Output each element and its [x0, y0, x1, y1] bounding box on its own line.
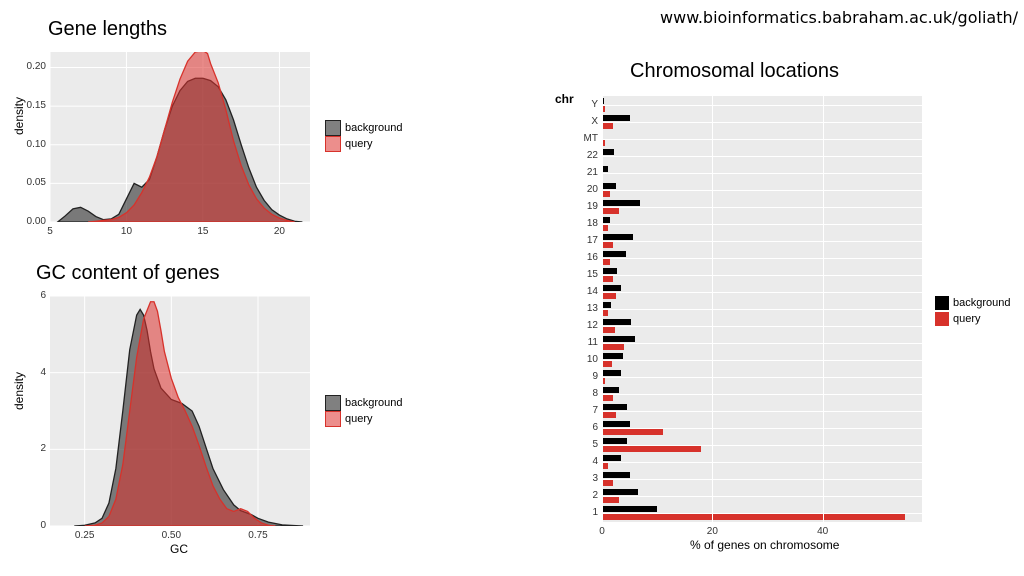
- gene-lengths-title: Gene lengths: [48, 18, 167, 41]
- bar-background: [602, 183, 616, 189]
- bar-background: [602, 251, 626, 257]
- gc-content-ylabel: density: [12, 372, 26, 410]
- bar-background: [602, 506, 657, 512]
- bar-query: [602, 514, 905, 520]
- bar-query: [602, 395, 613, 401]
- legend-bg: background: [953, 297, 1011, 309]
- gene-lengths-legend: background query: [325, 120, 403, 152]
- bar-background: [602, 268, 617, 274]
- bar-background: [602, 200, 640, 206]
- bar-query: [602, 497, 619, 503]
- bar-query: [602, 259, 610, 265]
- bar-query: [602, 446, 701, 452]
- bar-query: [602, 123, 613, 129]
- bar-background: [602, 353, 623, 359]
- bar-background: [602, 438, 627, 444]
- bar-background: [602, 370, 621, 376]
- bar-query: [602, 191, 610, 197]
- bar-background: [602, 319, 631, 325]
- bar-background: [602, 404, 627, 410]
- legend-q: query: [345, 413, 373, 425]
- bar-query: [602, 344, 624, 350]
- bar-background: [602, 421, 630, 427]
- bar-background: [602, 217, 610, 223]
- bar-query: [602, 208, 619, 214]
- gc-content-xlabel: GC: [170, 542, 188, 556]
- bar-background: [602, 472, 630, 478]
- bar-background: [602, 489, 638, 495]
- gc-content-title: GC content of genes: [36, 262, 219, 285]
- bar-query: [602, 293, 616, 299]
- bar-background: [602, 149, 614, 155]
- bar-background: [602, 115, 630, 121]
- legend-q: query: [345, 138, 373, 150]
- legend-q: query: [953, 313, 981, 325]
- page-url: www.bioinformatics.babraham.ac.uk/goliat…: [660, 8, 1018, 27]
- chrom-xlabel: % of genes on chromosome: [690, 538, 839, 552]
- chrom-ylabel: chr: [555, 92, 574, 106]
- bar-query: [602, 429, 663, 435]
- gene-lengths-chart: [50, 52, 310, 222]
- bar-background: [602, 302, 611, 308]
- bar-query: [602, 412, 616, 418]
- bar-background: [602, 336, 635, 342]
- bar-background: [602, 234, 633, 240]
- bar-query: [602, 480, 613, 486]
- legend-bg: background: [345, 122, 403, 134]
- bar-background: [602, 285, 621, 291]
- chrom-title: Chromosomal locations: [630, 60, 839, 83]
- gc-content-legend: background query: [325, 395, 403, 427]
- gc-content-chart: [50, 296, 310, 526]
- bar-query: [602, 242, 613, 248]
- bar-query: [602, 361, 612, 367]
- bar-query: [602, 327, 615, 333]
- bar-query: [602, 276, 613, 282]
- legend-bg: background: [345, 397, 403, 409]
- bar-background: [602, 455, 621, 461]
- bar-background: [602, 387, 619, 393]
- chrom-legend: background query: [935, 295, 1011, 327]
